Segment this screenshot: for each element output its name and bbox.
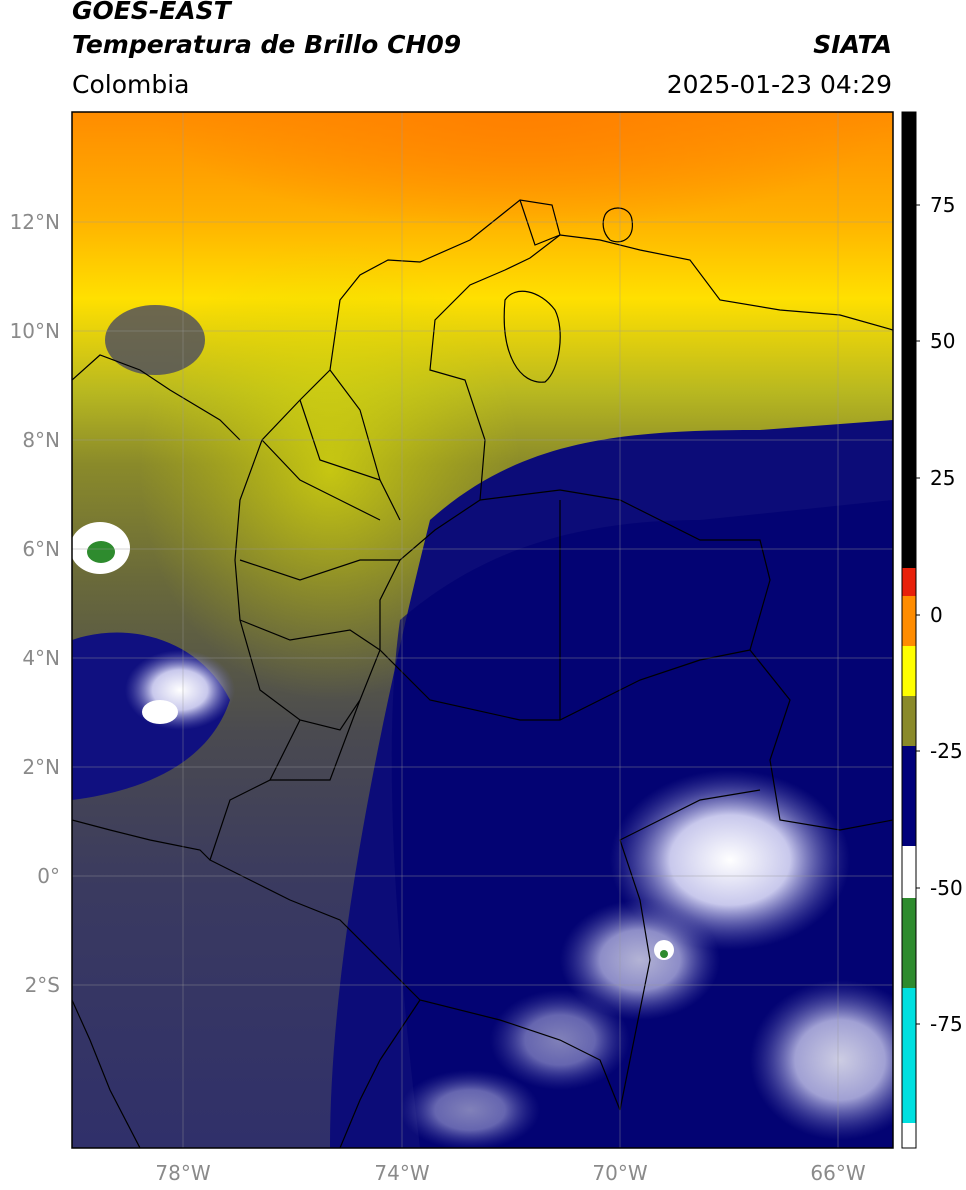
colorbar-green [902, 898, 916, 988]
satellite-title: GOES-EAST [72, 0, 231, 25]
colorbar: 75 50 25 0 -25 -50 -75 [901, 111, 963, 1149]
product-title: Temperatura de Brillo CH09 [72, 30, 462, 59]
colorbar-olive [902, 696, 916, 746]
map-frame [71, 111, 894, 1149]
lat-label: 4°N [22, 646, 60, 670]
lat-label: 2°S [25, 973, 60, 997]
colorbar-red [902, 568, 916, 596]
colorbar-frame [901, 111, 917, 1149]
colorbar-tick-label: 25 [930, 466, 955, 490]
colorbar-tick-label: 0 [930, 603, 943, 627]
latitude-labels: 12°N 10°N 8°N 6°N 4°N 2°N 0° 2°S [10, 210, 60, 997]
brand-label: SIATA [813, 30, 892, 59]
colorbar-tick-label: -25 [930, 739, 963, 763]
colorbar-yellow [902, 646, 916, 696]
timestamp-label: 2025-01-23 04:29 [666, 70, 892, 99]
lat-label: 10°N [10, 319, 60, 343]
lat-label: 0° [37, 864, 60, 888]
lat-label: 12°N [10, 210, 60, 234]
lat-label: 2°N [22, 755, 60, 779]
lon-label: 70°W [592, 1161, 647, 1185]
colorbar-cyan [902, 988, 916, 1123]
lat-label: 8°N [22, 428, 60, 452]
graticule [72, 112, 893, 1148]
region-label: Colombia [72, 70, 190, 99]
colorbar-white-bottom [902, 1123, 916, 1148]
colorbar-orange [902, 596, 916, 646]
colorbar-tick-label: -75 [930, 1012, 963, 1036]
colorbar-navy [902, 746, 916, 866]
colorbar-white [902, 846, 916, 898]
colorbar-tick-label: -50 [930, 876, 963, 900]
colorbar-tick-label: 75 [930, 193, 955, 217]
lon-label: 78°W [155, 1161, 210, 1185]
colorbar-black [902, 112, 916, 568]
longitude-labels: 78°W 74°W 70°W 66°W [155, 1161, 865, 1185]
map-field [72, 112, 893, 1148]
lon-label: 66°W [810, 1161, 865, 1185]
colorbar-tick-label: 50 [930, 329, 955, 353]
lon-label: 74°W [374, 1161, 429, 1185]
lat-label: 6°N [22, 537, 60, 561]
